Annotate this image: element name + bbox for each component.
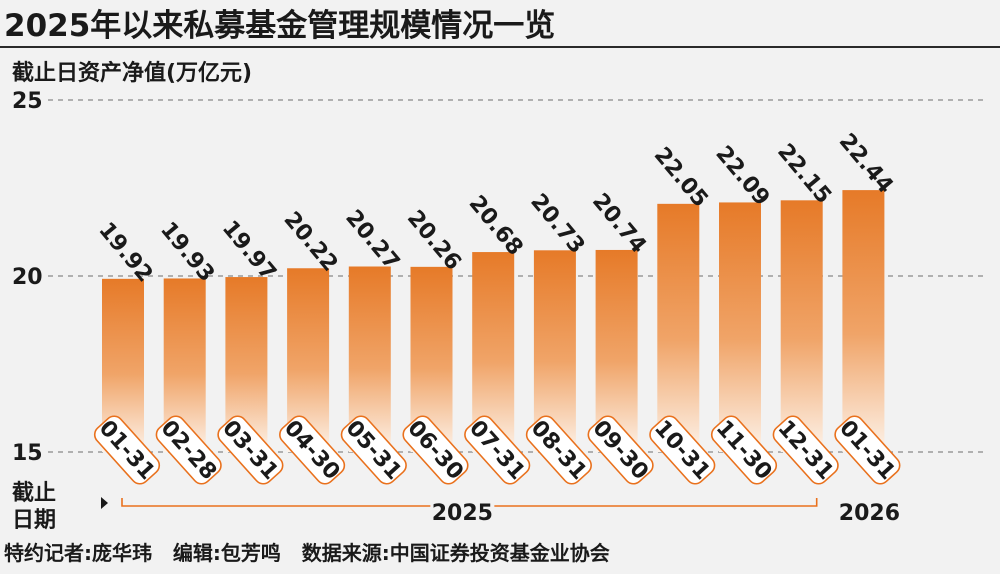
year-label-bg xyxy=(430,496,495,516)
bar xyxy=(719,202,761,452)
chart-title: 2025年以来私募基金管理规模情况一览 xyxy=(4,8,555,44)
x-axis-label: 截止 日期 xyxy=(12,481,64,533)
bar-value-label: 22.05 xyxy=(649,143,713,212)
bar-value-label: 22.44 xyxy=(834,129,898,198)
date-tag: 08-31 xyxy=(525,415,592,485)
date-tag-box xyxy=(155,415,222,485)
bars xyxy=(102,190,885,452)
year-label: 2026 xyxy=(839,501,900,526)
date-tag-box xyxy=(464,415,531,485)
date-tag-box xyxy=(834,415,901,485)
date-tag-box xyxy=(402,415,469,485)
date-tag-box xyxy=(93,415,161,485)
bar xyxy=(842,190,885,452)
date-tag-box xyxy=(772,415,839,485)
bar xyxy=(657,203,700,452)
date-tag-box xyxy=(649,415,716,485)
bar-value-label: 20.74 xyxy=(587,189,651,258)
bar-value-label: 19.93 xyxy=(155,217,219,286)
bar-value-label: 22.15 xyxy=(772,139,836,208)
bar-value-label: 20.27 xyxy=(340,205,404,274)
bar-value-label: 22.09 xyxy=(710,141,774,210)
bar-value-label: 20.68 xyxy=(464,191,528,260)
date-tag: 06-30 xyxy=(402,415,469,485)
bar-value-label: 19.92 xyxy=(93,218,157,287)
year-label: 2025 xyxy=(432,501,493,526)
y-ticks: 25 20 15 xyxy=(12,89,43,466)
bar-value-label: 20.26 xyxy=(402,206,466,275)
bar xyxy=(780,200,823,452)
footer-credits: 特约记者:庞华玮 编辑:包芳鸣 数据来源:中国证券投资基金业协会 xyxy=(4,541,610,565)
bar-value-label: 20.22 xyxy=(279,207,343,276)
y-tick-label: 20 xyxy=(12,265,43,290)
year-groups: 2025 2026 xyxy=(121,496,900,526)
y-tick-label: 15 xyxy=(12,441,43,466)
date-tag-box xyxy=(340,415,407,485)
date-tag-box xyxy=(710,415,778,485)
date-tag-box xyxy=(587,415,654,485)
date-tag-box xyxy=(279,415,346,485)
y-tick-label: 25 xyxy=(12,89,43,114)
date-tag-box xyxy=(525,415,592,485)
bar-value-label: 20.73 xyxy=(525,189,589,258)
arrow-marker-icon xyxy=(101,497,108,509)
y-axis-label: 截止日资产净值(万亿元) xyxy=(12,60,252,86)
bar-value-label: 19.97 xyxy=(217,216,281,285)
date-tag-box xyxy=(217,415,284,485)
